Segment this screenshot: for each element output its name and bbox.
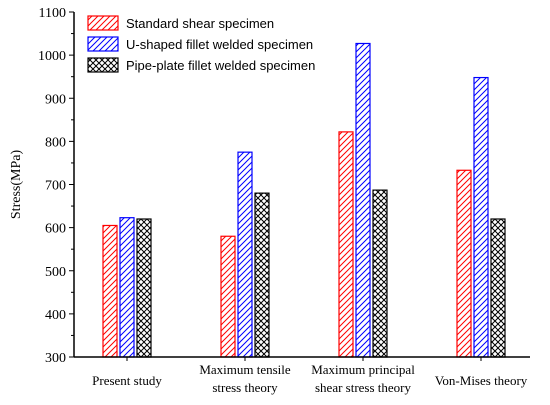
bar-1-4 [456,169,472,358]
bar-3-2 [254,192,270,358]
x-axis: Present study Maximum tensile stress theor… [74,356,530,395]
legend-label-1: Standard shear specimen [126,16,274,31]
x-tick-label: Von-Mises theory [435,373,528,388]
legend: Standard shear specimen U-shaped fillet w… [87,15,315,73]
y-tick-label: 800 [45,135,66,150]
bar-3-4 [490,218,506,358]
legend-label-3: Pipe-plate fillet welded specimen [126,58,315,73]
y-axis: 300 400 500 600 700 800 900 1000 1100 [38,6,75,366]
bar-3-3 [372,189,388,358]
y-tick-label: 400 [45,308,66,323]
bar-2-1 [119,217,135,358]
x-tick-label: shear stress theory [315,380,412,395]
y-axis-label: Stress(MPa) [9,150,24,220]
x-tick-label: Present study [92,373,162,388]
x-tick-label: Maximum principal [311,362,415,377]
y-tick-label: 300 [45,351,66,366]
bar-3-1 [136,218,152,358]
legend-swatch-1 [87,15,119,31]
x-tick-label: stress theory [212,380,278,395]
y-tick-label: 500 [45,265,66,280]
legend-label-2: U-shaped fillet welded specimen [126,37,313,52]
legend-swatch-3 [87,57,119,73]
bar-1-3 [338,131,354,358]
bars-layer [102,42,506,358]
bar-2-3 [355,42,371,358]
bar-2-2 [237,151,253,358]
y-tick-label: 700 [45,179,66,194]
y-tick-label: 1100 [39,6,66,21]
y-tick-label: 1000 [38,49,66,64]
y-tick-label: 600 [45,222,66,237]
bar-1-1 [102,224,118,358]
legend-swatch-2 [87,36,119,52]
bar-2-4 [473,76,489,358]
bar-1-2 [220,235,236,358]
y-tick-label: 900 [45,92,66,107]
x-tick-label: Maximum tensile [199,362,291,377]
